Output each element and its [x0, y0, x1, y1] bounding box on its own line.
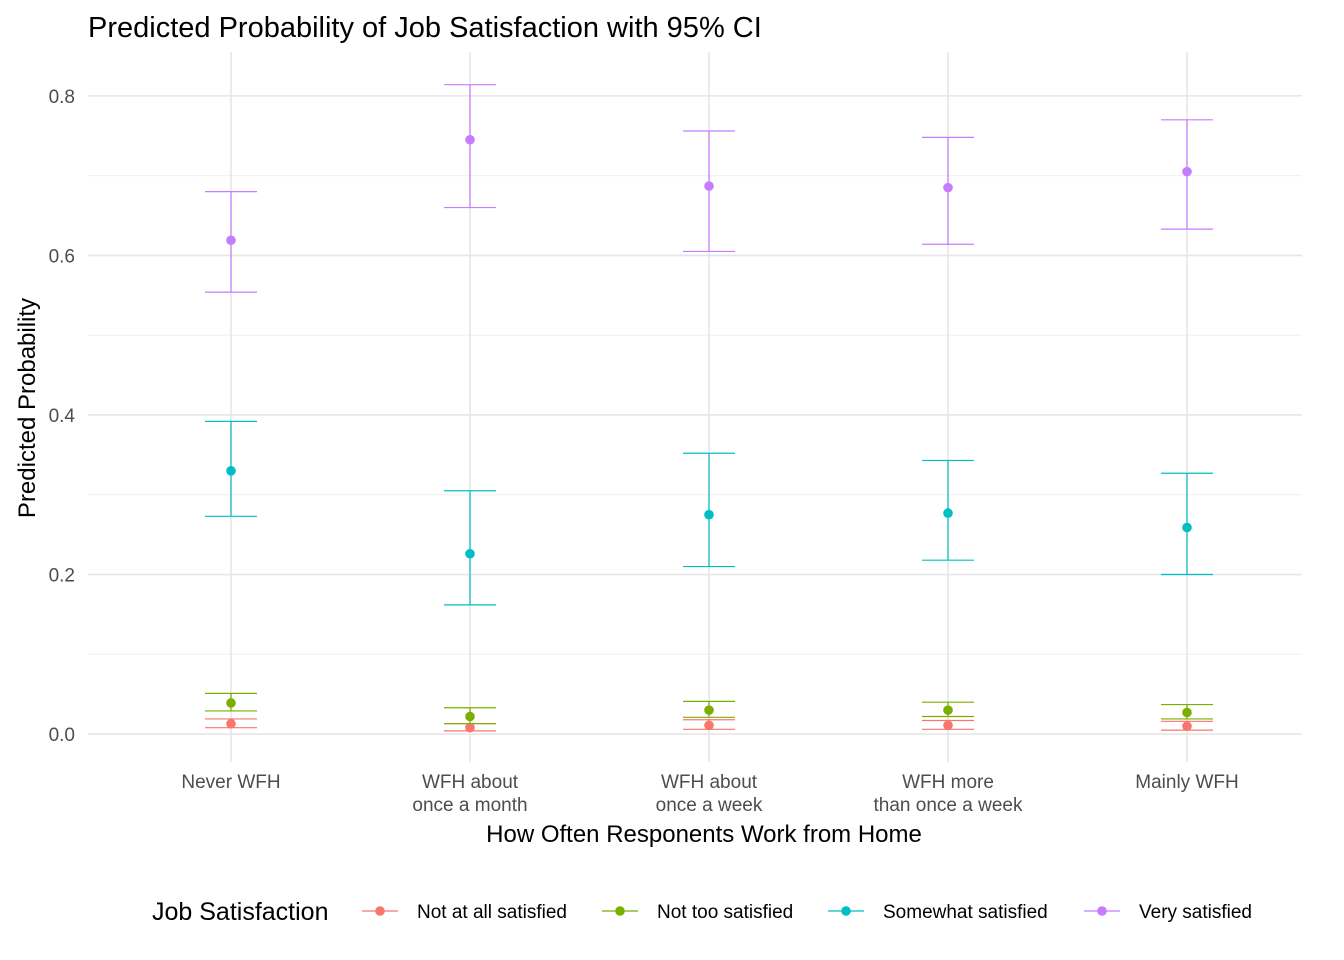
series-group: [205, 692, 1213, 725]
legend-label: Not at all satisfied: [417, 902, 567, 923]
data-point: [943, 182, 953, 193]
legend: Job Satisfaction Not at all satisfied Not…: [152, 898, 1252, 926]
data-point: [465, 134, 475, 145]
data-point: [226, 466, 236, 476]
data-point: [1182, 721, 1192, 731]
y-tick-label: 0.2: [49, 566, 75, 587]
series-group: [205, 420, 1213, 606]
x-tick-label: WFH about: [422, 772, 519, 793]
legend-label: Very satisfied: [1139, 902, 1252, 923]
legend-entry: Not at all satisfied: [362, 902, 567, 923]
data-point: [943, 720, 953, 731]
data-point: [704, 705, 714, 715]
x-tick-label: than once a week: [874, 795, 1023, 816]
data-point: [943, 508, 953, 518]
x-tick-label: WFH more: [902, 772, 994, 793]
x-tick-label: once a month: [412, 795, 527, 816]
y-tick-label: 0.4: [49, 406, 76, 427]
data-point: [226, 235, 236, 246]
data-point: [704, 720, 714, 731]
y-tick-label: 0.0: [49, 725, 75, 746]
data-point: [1182, 166, 1192, 177]
data-point: [1182, 707, 1192, 718]
series-group: [205, 84, 1213, 293]
legend-key-point: [615, 906, 625, 916]
y-axis-title: Predicted Probability: [14, 298, 41, 518]
x-tick-label: once a week: [656, 795, 763, 816]
chart-marks: [205, 84, 1213, 733]
x-axis-title: How Often Responents Work from Home: [486, 821, 922, 848]
data-point: [465, 722, 475, 733]
legend-label: Not too satisfied: [657, 902, 793, 923]
legend-key-point: [1097, 906, 1107, 916]
data-point: [704, 181, 714, 191]
legend-entry: Somewhat satisfied: [828, 902, 1048, 923]
major-gridlines: [88, 52, 1302, 762]
x-tick-label: Never WFH: [181, 772, 280, 793]
legend-key-point: [841, 906, 851, 916]
y-axis-ticks: 0.0 0.2 0.4 0.6 0.8: [49, 87, 76, 746]
chart-title: Predicted Probability of Job Satisfactio…: [88, 12, 762, 44]
legend-entry: Not too satisfied: [602, 902, 793, 923]
data-point: [1182, 522, 1192, 533]
x-tick-label: WFH about: [661, 772, 758, 793]
data-point: [226, 698, 236, 708]
minor-gridlines: [88, 175, 1302, 655]
data-point: [943, 705, 953, 715]
x-tick-label: Mainly WFH: [1135, 772, 1238, 793]
legend-label: Somewhat satisfied: [883, 902, 1048, 923]
data-point: [226, 718, 236, 729]
y-tick-label: 0.8: [49, 87, 75, 108]
data-point: [704, 509, 714, 520]
data-point: [465, 548, 475, 559]
data-point: [465, 711, 475, 722]
y-tick-label: 0.6: [49, 246, 75, 267]
legend-title: Job Satisfaction: [152, 898, 329, 926]
legend-key-point: [375, 906, 385, 916]
legend-entry: Very satisfied: [1084, 902, 1252, 923]
